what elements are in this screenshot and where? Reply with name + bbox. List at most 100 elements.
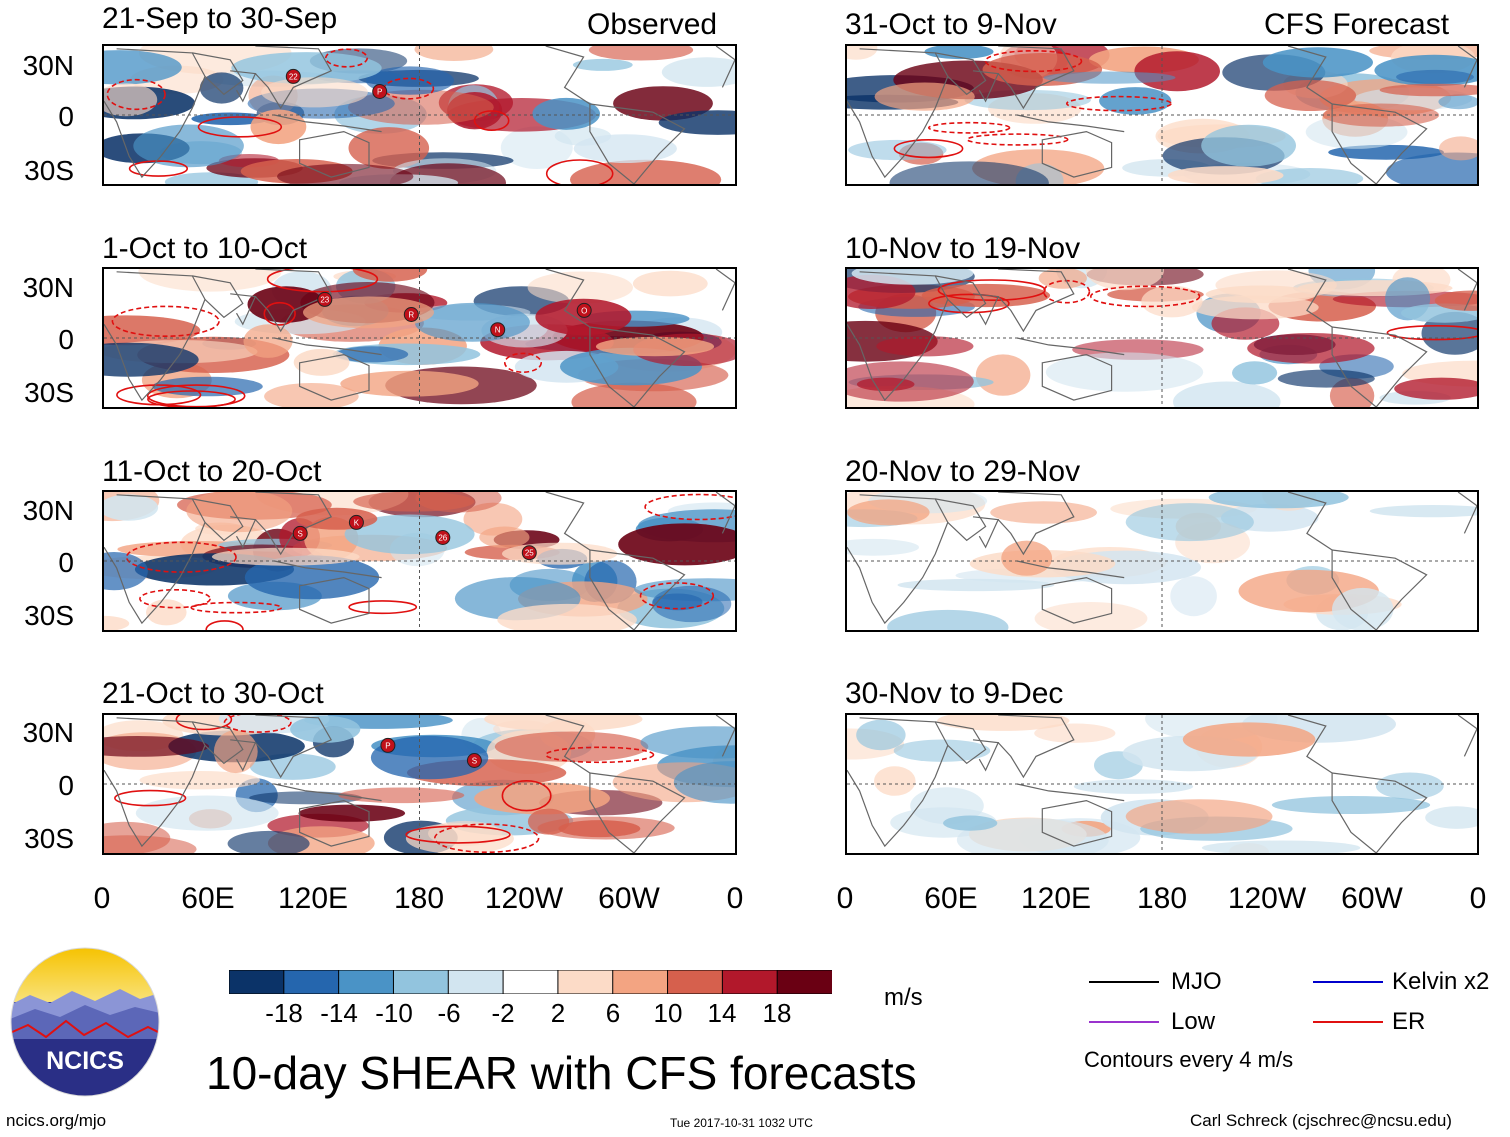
- y-tick-30s-row1: 30S: [24, 155, 74, 186]
- colorbar-swatch: [338, 969, 395, 995]
- shear-anomaly-blob: [943, 815, 998, 831]
- er-contour: [501, 779, 552, 812]
- tropical-cyclone-marker: [348, 514, 364, 530]
- shear-anomaly-blob: [261, 77, 368, 108]
- shear-anomaly-blob: [1205, 285, 1318, 304]
- er-contour: [125, 541, 237, 573]
- coastline: [1041, 353, 1113, 401]
- y-tick-30n-row2: 30N: [22, 272, 74, 303]
- tropical-cyclone-label: 23: [320, 295, 329, 304]
- forecast-map-panel-3: [845, 490, 1479, 632]
- x-tick-left-180: 180: [393, 882, 445, 915]
- observed-map-panel-3: K 26 25 S: [102, 490, 737, 632]
- tropical-cyclone-label: N: [495, 326, 501, 335]
- shear-anomaly-blob: [990, 501, 1097, 524]
- tropical-cyclone-label: P: [385, 741, 390, 750]
- colorbar-label-14: 14: [707, 998, 737, 1028]
- shear-anomaly-blob: [651, 585, 732, 623]
- shear-anomaly-blob: [104, 83, 158, 117]
- colorbar-label-m14: -14: [320, 998, 358, 1028]
- x-tick-right-0-end: 0: [1469, 882, 1487, 915]
- forecast-map-panel-4: [845, 713, 1479, 855]
- shear-anomaly-blob: [1201, 840, 1361, 853]
- er-contour: [405, 825, 511, 844]
- x-tick-right-60w: 60W: [1341, 882, 1403, 915]
- coastline: [545, 46, 591, 105]
- colorbar-swatch: [557, 969, 614, 995]
- footer-timestamp: Tue 2017-10-31 1032 UTC: [670, 1116, 813, 1130]
- coastline: [192, 275, 244, 319]
- colorbar-units: m/s: [884, 984, 923, 1011]
- shear-anomaly-blob: [572, 58, 633, 71]
- tropical-cyclone-label: S: [298, 529, 303, 538]
- shear-anomaly-blob: [1369, 505, 1477, 518]
- coastline: [997, 715, 1075, 779]
- shear-anomaly-blob: [1167, 166, 1284, 184]
- er-contour: [325, 48, 369, 68]
- colorbar-swatch: [721, 969, 779, 995]
- shear-anomaly-blob: [1182, 722, 1316, 757]
- y-tick-0-row1: 0: [58, 101, 74, 132]
- shear-anomaly-blob: [1379, 83, 1477, 97]
- colorbar-label-m18: -18: [265, 998, 303, 1028]
- shear-anomaly-blob: [847, 538, 919, 556]
- er-contour: [348, 600, 418, 615]
- shear-anomaly-blob: [1125, 503, 1254, 542]
- colorbar-label-m6: -6: [437, 998, 461, 1028]
- coastline: [1041, 799, 1113, 847]
- tropical-cyclone-label: S: [472, 757, 477, 766]
- shear-anomaly-blob: [532, 97, 600, 130]
- y-tick-30s-row4: 30S: [24, 823, 74, 854]
- er-contour: [175, 715, 233, 731]
- colorbar-swatch: [447, 969, 505, 995]
- er-contour: [473, 110, 510, 132]
- colorbar-label-6: 6: [605, 998, 621, 1028]
- shear-anomaly-blob: [138, 269, 282, 292]
- shear-anomaly-blob: [1170, 576, 1217, 617]
- tropical-cyclone-marker: [576, 302, 592, 318]
- tropical-cyclone-marker: [285, 68, 301, 84]
- coastline: [1287, 46, 1333, 105]
- x-tick-right-60e: 60E: [924, 882, 978, 915]
- er-contour: [1090, 285, 1201, 308]
- y-tick-30n-row1: 30N: [22, 50, 74, 81]
- coastline: [192, 52, 244, 96]
- shear-anomaly-blob: [497, 603, 637, 630]
- shear-anomaly-blob: [227, 830, 310, 853]
- coastline: [230, 739, 257, 772]
- coastline: [1041, 576, 1113, 624]
- coastline: [192, 498, 244, 542]
- er-contour: [503, 352, 542, 374]
- y-tick-30n-row4: 30N: [22, 717, 74, 748]
- observed-panel-4-title: 21-Oct to 30-Oct: [102, 677, 324, 710]
- colorbar-swatch: [667, 969, 724, 995]
- shear-anomaly-blob: [1332, 587, 1394, 630]
- coastline: [1016, 114, 1125, 133]
- shear-anomaly-blob: [847, 46, 878, 60]
- coastline: [847, 717, 949, 848]
- shear-anomaly-blob: [1173, 381, 1281, 407]
- colorbar-label-m2: -2: [491, 998, 515, 1028]
- shear-anomaly-blob: [1271, 796, 1431, 814]
- coastline: [1041, 130, 1113, 178]
- observed-header: Observed: [587, 8, 718, 41]
- shear-anomaly-blob: [937, 715, 1070, 731]
- tropical-cyclone-label: R: [408, 311, 414, 320]
- shear-anomaly-blob: [405, 823, 514, 853]
- shear-anomaly-blob: [264, 383, 359, 407]
- er-contour: [116, 384, 202, 406]
- coastline: [1016, 783, 1125, 802]
- coastline: [104, 271, 206, 402]
- footer-credit[interactable]: Carl Schreck (cjschrec@ncsu.edu): [1190, 1111, 1452, 1130]
- footer-url[interactable]: ncics.org/mjo: [6, 1111, 107, 1130]
- shear-anomaly-blob: [199, 72, 244, 104]
- colorbar-swatch: [228, 969, 285, 995]
- tropical-cyclone-marker: [292, 525, 308, 541]
- shear-anomaly-blob: [874, 766, 916, 796]
- y-tick-30n-row3: 30N: [22, 495, 74, 526]
- coastline: [935, 275, 987, 319]
- ncics-logo[interactable]: NCICS: [10, 947, 160, 1097]
- coastline: [254, 46, 333, 110]
- tropical-cyclone-label: K: [354, 518, 360, 527]
- er-contour: [114, 789, 187, 807]
